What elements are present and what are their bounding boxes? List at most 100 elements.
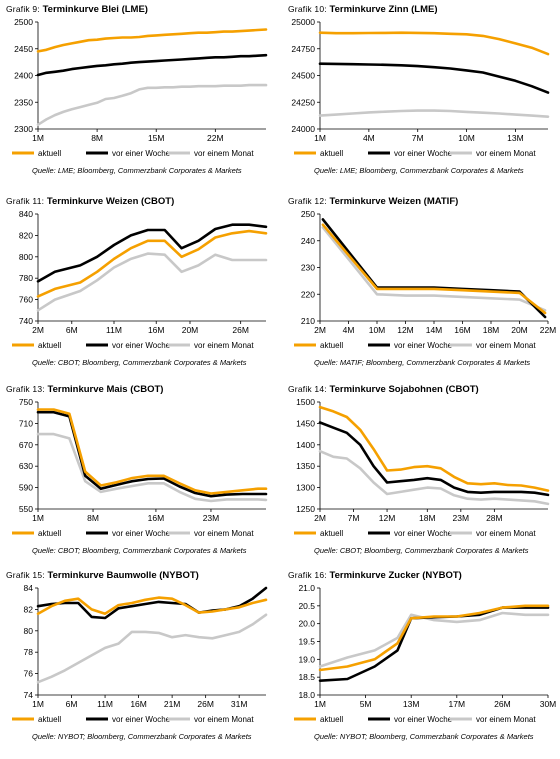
y-tick-label: 230 [301, 263, 315, 273]
chart-number: Grafik 14: [288, 384, 327, 394]
y-tick-label: 670 [19, 440, 33, 450]
chart-source: Quelle: LME; Bloomberg, Commerzbank Corp… [314, 166, 524, 175]
chart-plot: 1250 1300 1350 1400 1450 1500 2M 7M 12M 18M 23M 28M… [294, 397, 550, 538]
chart-plot: 550 590 630 670 710 750 1M 8M 16M 23M aktuell vor e… [12, 397, 268, 538]
series-line-1 [318, 62, 550, 94]
chart-panel-11: Grafik 11: Terminkurve Weizen (CBOT) 740… [4, 196, 274, 382]
chart-title: Grafik 9: Terminkurve Blei (LME) [6, 4, 148, 15]
chart-panel-10: Grafik 10: Terminkurve Zinn (LME) 24000 2… [286, 4, 556, 190]
series-line-2 [36, 83, 268, 126]
x-tick-label: 11M [106, 325, 122, 335]
y-tick-label: 250 [301, 209, 315, 219]
chart-panel-16: Grafik 16: Terminkurve Zucker (NYBOT) 18… [286, 570, 556, 756]
chart-number: Grafik 11: [6, 196, 45, 206]
legend-label: vor einem Monat [476, 149, 536, 158]
y-tick-label: 710 [19, 418, 33, 428]
series-line-1 [318, 421, 550, 497]
y-tick-label: 80 [24, 626, 34, 636]
chart-title-text: Terminkurve Zinn (LME) [329, 4, 438, 15]
y-tick-label: 840 [19, 209, 33, 219]
y-tick-label: 750 [19, 397, 33, 407]
x-tick-label: 18M [483, 325, 500, 335]
x-tick-label: 8M [87, 513, 99, 523]
chart-panel-13: Grafik 13: Terminkurve Mais (CBOT) 550 59… [4, 384, 274, 570]
chart-title: Grafik 15: Terminkurve Baumwolle (NYBOT) [6, 570, 199, 581]
x-tick-label: 20M [182, 325, 199, 335]
y-tick-label: 760 [19, 295, 33, 305]
x-tick-label: 16M [148, 513, 165, 523]
series-line-2 [318, 611, 550, 668]
series-line-2 [321, 226, 547, 312]
y-tick-label: 2350 [14, 97, 33, 107]
x-tick-label: 21M [164, 699, 181, 709]
chart-panel-15: Grafik 15: Terminkurve Baumwolle (NYBOT)… [4, 570, 274, 756]
y-tick-label: 220 [301, 289, 315, 299]
legend-label: vor einer Woche [394, 149, 453, 158]
chart-number: Grafik 9: [6, 4, 40, 14]
x-tick-label: 12M [379, 513, 396, 523]
chart-source: Quelle: CBOT; Bloomberg, Commerzbank Cor… [32, 358, 247, 367]
series-line-2 [36, 252, 268, 312]
chart-title: Grafik 11: Terminkurve Weizen (CBOT) [6, 196, 174, 207]
x-tick-label: 23M [203, 513, 220, 523]
x-tick-label: 17M [449, 699, 466, 709]
legend-label: aktuell [38, 529, 61, 538]
y-tick-label: 78 [24, 647, 34, 657]
legend-label: aktuell [38, 341, 61, 350]
y-tick-label: 18.0 [298, 690, 315, 700]
x-tick-label: 4M [363, 133, 375, 143]
series-line-0 [321, 223, 547, 315]
x-tick-label: 12M [397, 325, 414, 335]
legend-label: vor einem Monat [194, 149, 254, 158]
chart-title-text: Terminkurve Weizen (CBOT) [46, 196, 175, 207]
chart-source: Quelle: LME; Bloomberg, Commerzbank Corp… [32, 166, 242, 175]
y-tick-label: 24250 [291, 97, 315, 107]
x-tick-label: 13M [507, 133, 524, 143]
y-tick-label: 24750 [291, 44, 315, 54]
series-line-0 [318, 604, 550, 672]
x-tick-label: 4M [343, 325, 355, 335]
chart-number: Grafik 13: [6, 384, 45, 394]
y-tick-label: 1350 [296, 461, 315, 471]
x-tick-label: 20M [511, 325, 528, 335]
series-line-0 [36, 596, 268, 616]
legend-label: vor einem Monat [476, 341, 536, 350]
series-line-0 [36, 408, 268, 495]
legend-label: vor einer Woche [112, 715, 171, 724]
series-line-0 [318, 31, 550, 56]
chart-title-text: Terminkurve Zucker (NYBOT) [329, 570, 462, 581]
chart-title-text: Terminkurve Mais (CBOT) [47, 384, 164, 395]
chart-plot: 74 76 78 80 82 84 1M 6M 11M 16M 21M 26M 31M aktuell vo… [12, 583, 268, 724]
series-line-1 [318, 606, 550, 682]
legend-label: vor einem Monat [194, 529, 254, 538]
y-tick-label: 240 [301, 236, 315, 246]
legend-label: aktuell [38, 715, 61, 724]
x-tick-label: 10M [369, 325, 386, 335]
y-tick-label: 24000 [291, 124, 315, 134]
y-tick-label: 1500 [296, 397, 315, 407]
x-tick-label: 11M [97, 699, 113, 709]
y-tick-label: 19.5 [298, 637, 315, 647]
x-tick-label: 10M [458, 133, 475, 143]
chart-number: Grafik 10: [288, 4, 327, 14]
y-tick-label: 630 [19, 461, 33, 471]
chart-panel-12: Grafik 12: Terminkurve Weizen (MATIF) 21… [286, 196, 556, 382]
y-tick-label: 2400 [14, 71, 33, 81]
x-tick-label: 1M [32, 699, 44, 709]
y-tick-label: 82 [24, 604, 34, 614]
y-tick-label: 74 [24, 690, 34, 700]
chart-source: Quelle: MATIF; Bloomberg, Commerzbank Co… [314, 358, 531, 367]
chart-source: Quelle: NYBOT; Bloomberg, Commerzbank Co… [314, 732, 534, 741]
series-line-1 [36, 53, 268, 77]
chart-title-text: Terminkurve Blei (LME) [42, 4, 148, 15]
y-tick-label: 76 [24, 669, 34, 679]
chart-source: Quelle: CBOT; Bloomberg, Commerzbank Cor… [32, 546, 247, 555]
series-line-2 [318, 109, 550, 118]
legend-label: vor einer Woche [394, 341, 453, 350]
chart-plot: 2300 2350 2400 2450 2500 1M 8M 15M 22M aktuell vor… [12, 17, 268, 158]
chart-plot: 24000 24250 24500 24750 25000 1M 4M 7M 10M 13M akt… [291, 17, 550, 158]
chart-plot: 740 760 780 800 820 840 2M 6M 11M 16M 20M 26M aktuel… [12, 209, 268, 350]
y-tick-label: 2450 [14, 44, 33, 54]
series-line-2 [318, 449, 550, 506]
chart-panel-14: Grafik 14: Terminkurve Sojabohnen (CBOT)… [286, 384, 556, 570]
